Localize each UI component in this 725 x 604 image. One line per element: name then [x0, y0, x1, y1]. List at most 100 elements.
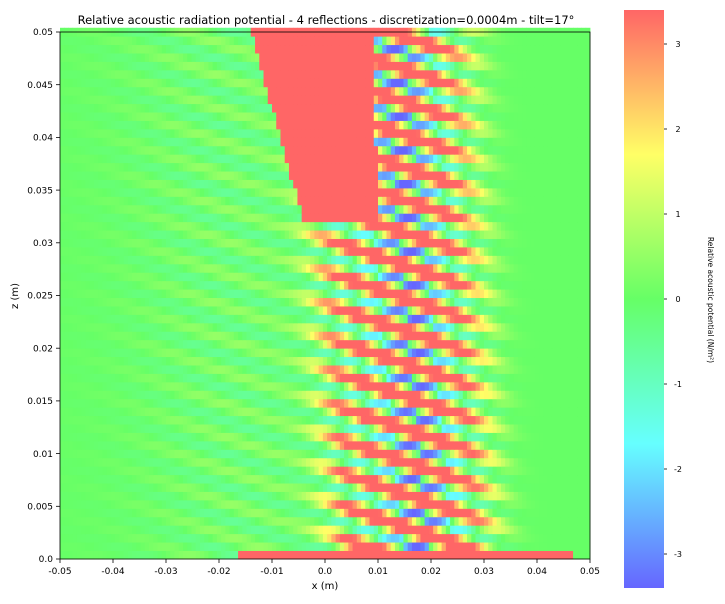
heatmap-cell: [170, 415, 175, 425]
heatmap-cell: [394, 457, 400, 467]
heatmap-cell: [263, 348, 269, 358]
heatmap-cell: [365, 289, 370, 299]
heatmap-cell: [204, 373, 209, 383]
heatmap-cell: [110, 483, 116, 492]
heatmap-cell: [581, 424, 587, 433]
heatmap-cell: [187, 449, 192, 459]
heatmap-cell: [420, 339, 426, 349]
heatmap-cell: [522, 432, 527, 442]
heatmap-cell: [310, 457, 315, 467]
heatmap-cell: [556, 255, 561, 265]
heatmap-cell: [467, 483, 472, 492]
heatmap-cell: [98, 415, 103, 425]
heatmap-cell: [233, 247, 239, 256]
heatmap-cell: [386, 331, 392, 341]
heatmap-cell: [297, 306, 303, 315]
heatmap-cell: [335, 516, 341, 526]
heatmap-cell: [564, 381, 570, 391]
heatmap-cell: [386, 356, 392, 366]
heatmap-cell: [305, 306, 311, 315]
heatmap-cell: [424, 398, 430, 408]
heatmap-cell: [216, 491, 222, 501]
heatmap-cell: [424, 339, 430, 349]
heatmap-cell: [140, 516, 146, 526]
heatmap-cell: [174, 550, 180, 560]
heatmap-cell: [505, 474, 510, 484]
heatmap-cell: [174, 356, 180, 366]
heatmap-cell: [76, 415, 82, 425]
heatmap-cell: [382, 550, 387, 560]
heatmap-cell: [581, 339, 587, 349]
heatmap-cell: [467, 466, 472, 476]
heatmap-cell: [76, 373, 82, 383]
heatmap-cell: [255, 314, 260, 324]
heatmap-cell: [458, 525, 464, 535]
heatmap-cell: [441, 457, 447, 467]
heatmap-cell: [577, 398, 582, 408]
heatmap-cell: [522, 289, 527, 299]
heatmap-cell: [221, 247, 226, 256]
heatmap-cell: [89, 525, 95, 535]
heatmap-cell: [318, 525, 324, 535]
heatmap-cell: [170, 457, 175, 467]
heatmap-cell: [250, 263, 256, 273]
heatmap-cell: [98, 499, 103, 509]
heatmap-cell: [288, 356, 294, 366]
heatmap-cell: [424, 432, 430, 442]
heatmap-cell: [382, 365, 387, 374]
heatmap-cell: [517, 322, 523, 332]
heatmap-cell: [157, 339, 163, 349]
heatmap-cell: [76, 255, 82, 265]
heatmap-cell: [153, 356, 158, 366]
heatmap-cell: [551, 381, 557, 391]
heatmap-cell: [153, 525, 158, 535]
heatmap-cell: [390, 491, 396, 501]
heatmap-cell: [577, 499, 582, 509]
heatmap-cell: [267, 474, 273, 484]
heatmap-cell: [560, 221, 565, 231]
heatmap-cell: [115, 390, 120, 400]
heatmap-cell: [517, 440, 523, 450]
heatmap-cell: [288, 230, 294, 239]
heatmap-cell: [526, 255, 532, 265]
heatmap-cell: [297, 339, 303, 349]
heatmap-cell: [547, 440, 553, 450]
heatmap-cell: [110, 491, 116, 501]
heatmap-cell: [445, 365, 451, 374]
heatmap-cell: [539, 415, 544, 425]
heatmap-cell: [157, 280, 163, 290]
heatmap-cell: [386, 348, 392, 358]
heatmap-cell: [526, 407, 532, 417]
heatmap-cell: [280, 221, 286, 231]
heatmap-cell: [365, 474, 370, 484]
heatmap-cell: [233, 550, 239, 560]
heatmap-cell: [191, 297, 197, 307]
heatmap-cell: [454, 440, 459, 450]
heatmap-cell: [178, 533, 184, 543]
heatmap-cell: [369, 365, 375, 374]
heatmap-cell: [318, 280, 324, 290]
heatmap-cell: [208, 297, 214, 307]
heatmap-cell: [208, 339, 214, 349]
heatmap-cell: [505, 457, 510, 467]
heatmap-cell: [132, 440, 137, 450]
heatmap-cell: [149, 297, 154, 307]
heatmap-cell: [136, 516, 141, 526]
heatmap-cell: [424, 457, 430, 467]
heatmap-cell: [263, 289, 269, 299]
heatmap-cell: [467, 297, 472, 307]
heatmap-cell: [403, 314, 409, 324]
heatmap-cell: [153, 230, 158, 239]
heatmap-cell: [399, 247, 404, 256]
heatmap-cell: [149, 550, 154, 560]
heatmap-cell: [543, 373, 548, 383]
heatmap-cell: [403, 221, 409, 231]
heatmap-cell: [127, 398, 133, 408]
heatmap-cell: [348, 339, 353, 349]
heatmap-cell: [115, 466, 120, 476]
heatmap-cell: [127, 542, 133, 551]
heatmap-cell: [458, 297, 464, 307]
heatmap-cell: [500, 432, 506, 442]
heatmap-cell: [110, 289, 116, 299]
heatmap-cell: [297, 280, 303, 290]
